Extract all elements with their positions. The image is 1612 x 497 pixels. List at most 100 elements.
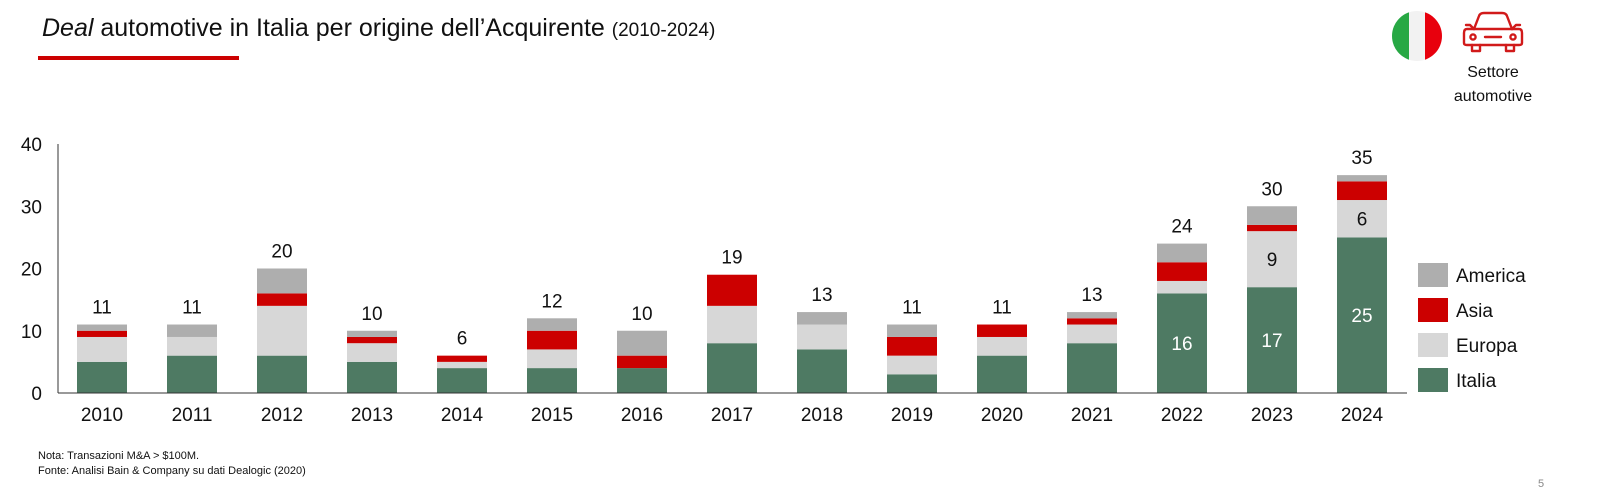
- title-lead: Deal: [42, 14, 94, 42]
- x-tick-label-2013: 2013: [351, 405, 393, 426]
- bar-america-2010: [77, 324, 127, 331]
- bar-italia-2012: [257, 355, 307, 393]
- bar-europa-2023: [1247, 231, 1297, 288]
- x-tick-label-2010: 2010: [81, 405, 123, 426]
- bar-italia-2010: [77, 361, 127, 393]
- bar-asia-2010: [77, 330, 127, 337]
- legend-swatch-italia: [1418, 368, 1448, 392]
- bar-italia-2014: [437, 368, 487, 393]
- sector-label: Settore automotive: [1440, 61, 1546, 109]
- x-tick-label-2022: 2022: [1161, 405, 1203, 426]
- total-label-2020: 11: [992, 298, 1012, 319]
- x-tick-label-2018: 2018: [801, 405, 843, 426]
- flag-stripe-white: [1408, 11, 1426, 61]
- bar-asia-2020: [977, 324, 1027, 337]
- segment-label-italia-2024: 25: [1351, 306, 1372, 327]
- footnote-nota: Nota: Transazioni M&A > $100M.: [38, 450, 200, 462]
- bar-italia-2017: [707, 343, 757, 393]
- total-label-2017: 19: [721, 248, 742, 269]
- total-label-2011: 11: [182, 298, 202, 319]
- total-label-2021: 13: [1081, 285, 1102, 306]
- x-tick-label-2019: 2019: [891, 405, 933, 426]
- bar-asia-2021: [1067, 318, 1117, 325]
- bar-italia-2024: [1337, 237, 1387, 393]
- total-label-2012: 20: [271, 242, 292, 263]
- bar-italia-2013: [347, 361, 397, 393]
- x-tick-label-2011: 2011: [172, 405, 213, 426]
- bar-asia-2015: [527, 330, 577, 350]
- legend-swatch-europa: [1418, 333, 1448, 357]
- bar-america-2023: [1247, 206, 1297, 225]
- total-label-2024: 35: [1351, 148, 1372, 169]
- bar-america-2019: [887, 324, 937, 337]
- x-tick-label-2023: 2023: [1251, 405, 1293, 426]
- bar-asia-2017: [707, 274, 757, 306]
- bar-italia-2016: [617, 368, 667, 393]
- bar-europa-2021: [1067, 324, 1117, 344]
- page-title: Deal automotive in Italia per origine de…: [42, 14, 715, 43]
- total-label-2019: 11: [902, 298, 922, 319]
- title-range: (2010-2024): [611, 20, 716, 41]
- segment-label-europa-2024: 6: [1357, 210, 1368, 231]
- legend-label-america: America: [1456, 266, 1526, 287]
- legend-label-asia: Asia: [1456, 301, 1493, 322]
- bar-asia-2013: [347, 336, 397, 344]
- bar-europa-2019: [887, 355, 937, 375]
- bar-europa-2014: [437, 361, 487, 369]
- bar-europa-2022: [1157, 280, 1207, 294]
- bar-italia-2023: [1247, 287, 1297, 393]
- bar-america-2022: [1157, 243, 1207, 263]
- bar-asia-2023: [1247, 224, 1297, 232]
- total-label-2016: 10: [631, 304, 652, 325]
- italy-flag-icon: [1392, 11, 1442, 61]
- bar-america-2021: [1067, 312, 1117, 319]
- total-label-2015: 12: [541, 291, 562, 312]
- bar-europa-2011: [167, 336, 217, 356]
- bar-europa-2015: [527, 349, 577, 369]
- bar-europa-2013: [347, 343, 397, 362]
- legend-swatch-america: [1418, 263, 1448, 287]
- x-tick-label-2014: 2014: [441, 405, 484, 426]
- bar-asia-2022: [1157, 262, 1207, 281]
- bar-europa-2012: [257, 305, 307, 356]
- bar-europa-2010: [77, 336, 127, 362]
- bar-america-2015: [527, 318, 577, 331]
- bar-italia-2022: [1157, 293, 1207, 393]
- y-tick-label: 10: [21, 322, 42, 343]
- segment-label-europa-2023: 9: [1267, 250, 1278, 271]
- bar-italia-2011: [167, 355, 217, 393]
- x-tick-label-2012: 2012: [261, 405, 303, 426]
- flag-stripe-red: [1425, 11, 1442, 61]
- bar-europa-2024: [1337, 200, 1387, 238]
- y-tick-label: 30: [21, 197, 42, 218]
- sector-label-line2: automotive: [1453, 88, 1533, 105]
- footnotes: Nota: Transazioni M&A > $100M. Fonte: An…: [38, 449, 306, 479]
- bar-america-2011: [167, 324, 217, 337]
- legend-swatch-asia: [1418, 298, 1448, 322]
- legend-label-italia: Italia: [1456, 371, 1497, 392]
- page-number: 5: [1538, 478, 1545, 490]
- legend-label-europa: Europa: [1456, 336, 1518, 357]
- x-tick-label-2021: 2021: [1071, 405, 1113, 426]
- y-tick-label: 20: [21, 260, 42, 281]
- bar-italia-2021: [1067, 343, 1117, 393]
- bar-america-2012: [257, 268, 307, 294]
- stacked-bar-chart: 0 10 20 30 40 11 2010 11 2011 20 2012 10 2013 6 2014 12…: [21, 135, 1526, 426]
- sector-label-line1: Settore: [1467, 64, 1519, 81]
- title-main: automotive in Italia per origine dell’Ac…: [93, 14, 605, 42]
- bar-italia-2019: [887, 374, 937, 393]
- segment-label-italia-2022: 16: [1171, 334, 1192, 355]
- x-tick-label-2020: 2020: [981, 405, 1023, 426]
- total-label-2010: 11: [92, 298, 112, 319]
- segment-label-italia-2023: 17: [1261, 331, 1282, 352]
- x-tick-label-2015: 2015: [531, 405, 573, 426]
- y-tick-label: 0: [31, 384, 42, 405]
- x-tick-label-2017: 2017: [711, 405, 753, 426]
- bar-italia-2020: [977, 355, 1027, 393]
- car-icon: [1462, 11, 1524, 53]
- x-tick-label-2024: 2024: [1341, 405, 1384, 426]
- bar-america-2016: [617, 330, 667, 356]
- x-tick-label-2016: 2016: [621, 405, 663, 426]
- bar-europa-2020: [977, 336, 1027, 356]
- bar-europa-2018: [797, 324, 847, 350]
